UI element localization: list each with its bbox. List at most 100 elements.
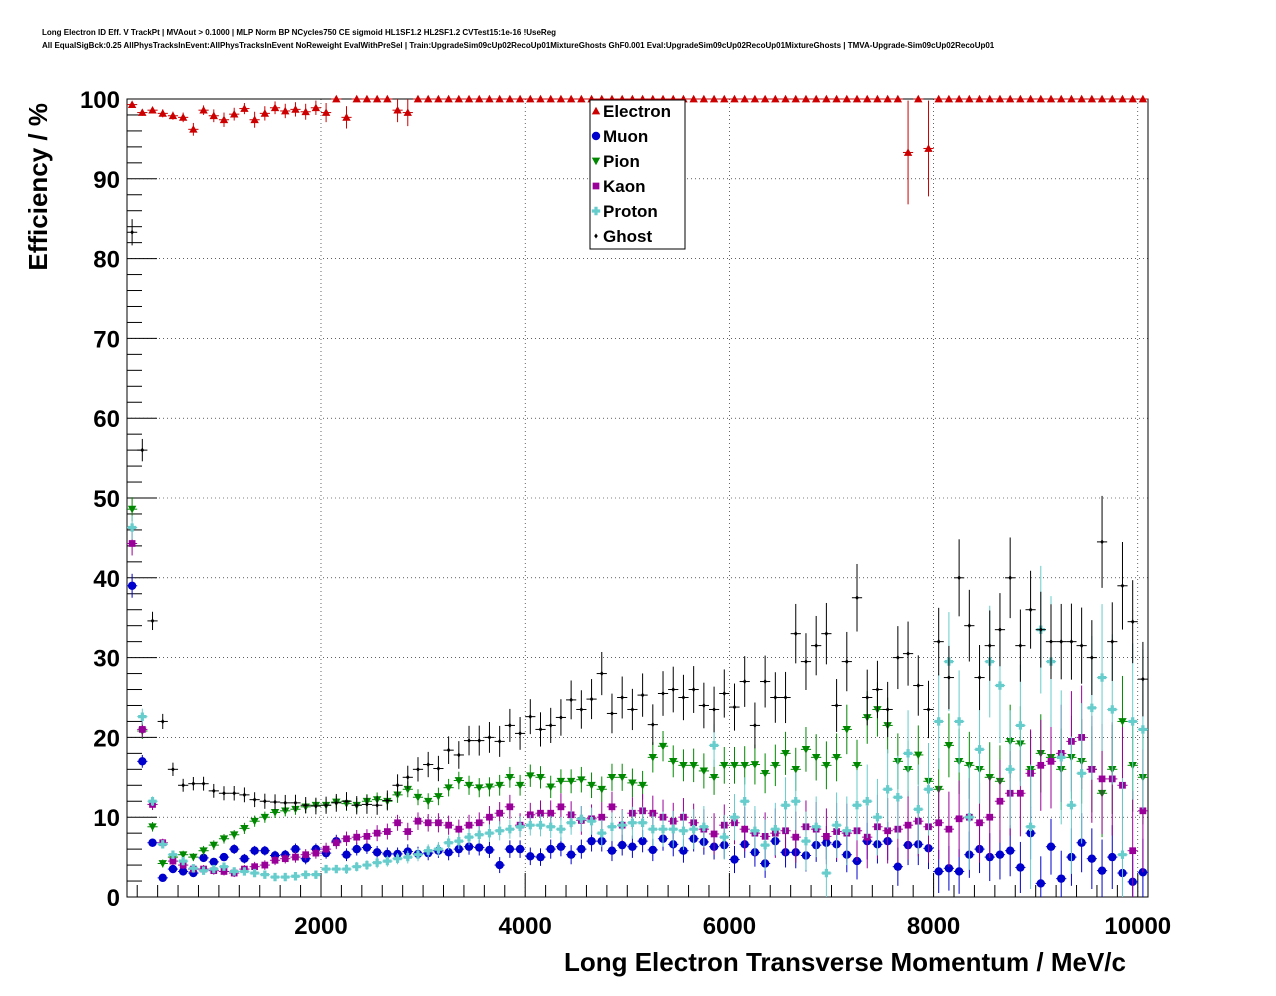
data-point [579, 706, 584, 712]
data-point [1037, 761, 1045, 769]
data-point [669, 824, 678, 834]
data-point [250, 868, 259, 878]
data-point [240, 825, 249, 833]
data-point [781, 801, 790, 810]
data-point [291, 872, 300, 881]
data-point [822, 868, 831, 878]
x-tick-label: 4000 [498, 913, 551, 940]
data-point [976, 819, 983, 827]
data-point [741, 825, 749, 833]
data-point [801, 746, 811, 754]
data-point [781, 94, 790, 103]
data-point [230, 109, 239, 118]
data-point [423, 94, 433, 103]
data-point [1118, 850, 1127, 859]
data-point [127, 581, 137, 590]
data-point [457, 752, 461, 758]
data-point [742, 679, 747, 685]
data-point [138, 726, 146, 733]
data-point [1138, 94, 1148, 103]
data-point [464, 94, 474, 103]
data-point [344, 798, 349, 804]
data-point [403, 852, 412, 862]
data-point [242, 792, 247, 798]
data-point [557, 803, 565, 811]
data-point [127, 523, 137, 532]
data-point [434, 844, 443, 854]
data-point [730, 761, 739, 770]
data-point [434, 94, 443, 103]
x-tick-label: 6000 [703, 913, 756, 940]
legend-entry-kaon: Kaon [592, 177, 646, 196]
data-point [477, 738, 482, 744]
data-point [995, 681, 1005, 690]
data-point [1059, 639, 1064, 645]
data-point [475, 830, 484, 839]
data-point [444, 838, 453, 847]
data-point [424, 819, 432, 827]
data-point [353, 833, 361, 841]
data-point [546, 844, 555, 854]
data-point [863, 797, 872, 806]
y-tick-label: 30 [93, 646, 120, 673]
data-point [414, 817, 422, 825]
data-point [944, 864, 954, 873]
data-point [1097, 673, 1107, 682]
data-point [753, 722, 757, 728]
data-point [679, 761, 688, 770]
data-point [1141, 676, 1145, 682]
data-point [569, 697, 573, 703]
data-point [230, 867, 239, 876]
data-point [987, 643, 992, 649]
data-point [352, 844, 361, 854]
data-point [916, 683, 921, 689]
data-point [240, 104, 249, 112]
data-point [505, 94, 515, 103]
data-point [699, 94, 709, 103]
data-point [178, 113, 188, 121]
data-point [617, 820, 627, 830]
data-point [158, 109, 167, 117]
data-point [679, 826, 688, 835]
legend-label: Electron [603, 102, 671, 121]
y-tick-label: 90 [93, 167, 120, 194]
data-point [416, 766, 420, 772]
data-point [434, 793, 443, 801]
data-point [1005, 94, 1015, 103]
data-point [926, 706, 931, 712]
data-point [311, 103, 321, 112]
data-point [597, 785, 606, 794]
data-point [505, 844, 515, 854]
data-point [467, 738, 471, 744]
data-point [658, 824, 668, 834]
data-point [199, 847, 208, 855]
data-point [322, 845, 330, 853]
data-point [222, 790, 226, 796]
data-point [885, 706, 890, 712]
data-point [709, 94, 719, 103]
data-point [505, 824, 515, 834]
data-point [1069, 639, 1074, 645]
data-point [1120, 583, 1125, 589]
data-point [944, 742, 954, 750]
y-tick-label: 0 [107, 885, 120, 912]
data-point [986, 813, 994, 821]
data-point [395, 782, 400, 788]
data-point [321, 864, 331, 874]
data-point [906, 651, 910, 657]
data-point [792, 833, 800, 841]
data-point [365, 801, 369, 807]
data-point [760, 769, 770, 778]
data-point [128, 540, 136, 547]
data-point [538, 726, 543, 732]
data-point [444, 848, 453, 857]
data-point [934, 94, 943, 103]
data-point [883, 785, 892, 794]
data-point [863, 94, 872, 103]
data-point [403, 108, 412, 116]
data-point [1129, 847, 1137, 855]
data-point [617, 773, 627, 782]
data-point [996, 797, 1004, 805]
data-point [536, 773, 545, 782]
data-point [855, 595, 859, 601]
